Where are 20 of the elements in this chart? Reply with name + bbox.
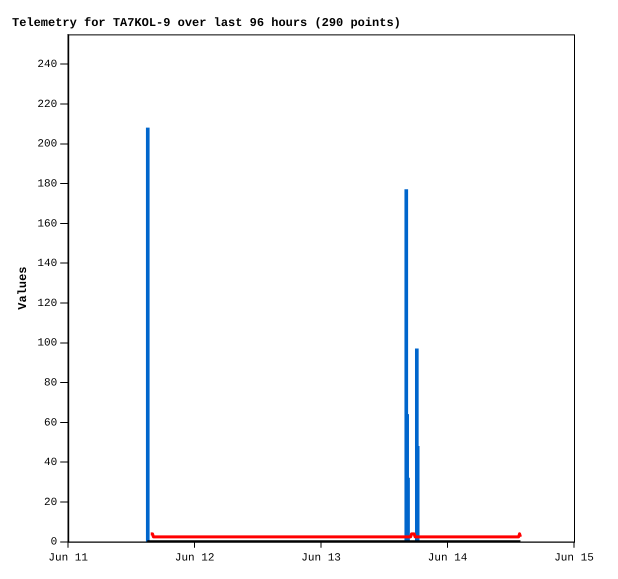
y-tick-label: 240 (37, 59, 58, 72)
y-tick-label: 200 (37, 138, 58, 151)
x-tick-label: Jun 14 (428, 552, 468, 564)
y-tick-label: 60 (44, 417, 58, 430)
chart-title: Telemetry for TA7KOL-9 over last 96 hours (290 points) (12, 16, 401, 30)
y-tick-label: 180 (37, 178, 58, 191)
x-tick-label: Jun 12 (174, 552, 214, 564)
y-tick-label: 160 (37, 218, 58, 230)
y-tick-label: 120 (37, 298, 58, 310)
y-axis-title: Values (16, 266, 30, 310)
x-tick-label: Jun 15 (554, 552, 594, 564)
y-tick-label: 100 (37, 338, 58, 350)
x-tick-label: Jun 11 (48, 552, 88, 564)
y-tick-label: 220 (37, 98, 58, 111)
y-tick-label: 0 (50, 536, 58, 549)
y-tick-label: 20 (44, 496, 58, 509)
y-tick-label: 40 (44, 457, 58, 470)
y-tick-label: 140 (37, 258, 58, 270)
x-tick-label: Jun 13 (301, 552, 341, 564)
y-tick-label: 80 (44, 378, 58, 390)
